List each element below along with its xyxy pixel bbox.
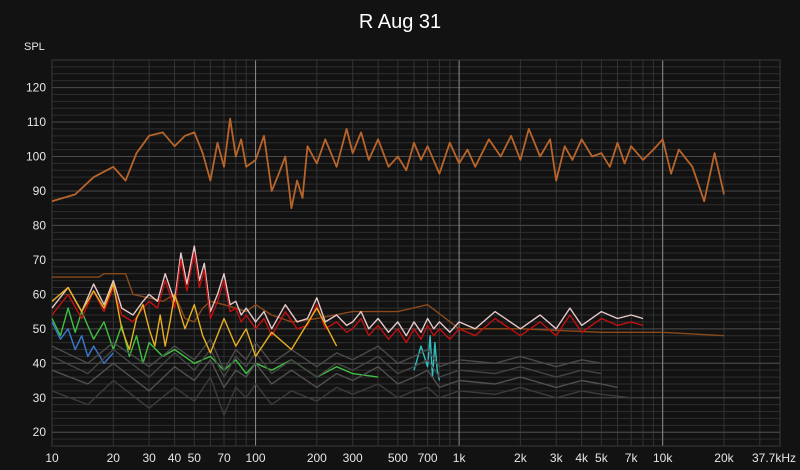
y-tick-label: 100 <box>26 150 46 164</box>
x-tick-label: 7k <box>625 451 639 465</box>
y-axis-label: SPL <box>24 41 45 53</box>
x-tick-label: 70 <box>217 451 231 465</box>
x-tick-label: 100 <box>246 451 266 465</box>
y-tick-label: 20 <box>33 425 47 439</box>
x-tick-label: 10 <box>45 451 59 465</box>
x-tick-label: 20 <box>107 451 121 465</box>
series-line-3 <box>51 252 644 344</box>
x-tick-label: 2k <box>514 451 528 465</box>
x-tick-label: 200 <box>307 451 327 465</box>
y-tick-labels: 120 110 100 90 80 70 60 50 40 30 20 <box>26 81 46 440</box>
series-line-4 <box>51 283 338 358</box>
x-tick-label: 300 <box>343 451 363 465</box>
y-tick-label: 90 <box>33 184 47 198</box>
y-tick-label: 70 <box>33 253 47 267</box>
x-tick-label: 10k <box>653 451 673 465</box>
plot-frame <box>51 59 781 447</box>
x-tick-label: 30 <box>142 451 156 465</box>
x-tick-label: 500 <box>388 451 408 465</box>
series-line-8 <box>51 359 618 392</box>
x-tick-label: 40 <box>168 451 182 465</box>
chart-title: R Aug 31 <box>359 11 441 33</box>
x-tick-label: 5k <box>595 451 609 465</box>
series-line-9 <box>51 348 602 378</box>
series-line-10 <box>51 376 632 416</box>
y-tick-label: 120 <box>26 81 46 95</box>
y-tick-label: 80 <box>33 218 47 232</box>
series-line-0 <box>51 117 725 210</box>
x-tick-label: 37.7kHz <box>752 451 796 465</box>
y-tick-label: 60 <box>33 287 47 301</box>
major-gridlines <box>51 59 781 447</box>
series-layer <box>51 117 725 416</box>
x-tick-label: 4k <box>575 451 589 465</box>
y-tick-label: 30 <box>33 391 47 405</box>
x-tick-labels: 10 20 30 40 50 70 100 200 300 500 700 1k 2k 3k 4k 5k 7k 1… <box>45 451 796 465</box>
x-tick-label: 700 <box>418 451 438 465</box>
series-line-11 <box>51 338 602 371</box>
x-tick-label: 1k <box>453 451 467 465</box>
x-tick-label: 20k <box>714 451 734 465</box>
y-tick-label: 110 <box>27 115 46 129</box>
series-line-6 <box>413 335 441 381</box>
x-tick-label: 3k <box>550 451 564 465</box>
series-line-2 <box>51 245 644 337</box>
x-tick-label: 50 <box>188 451 202 465</box>
y-tick-label: 50 <box>33 322 47 336</box>
y-tick-label: 40 <box>33 356 47 370</box>
series-line-7 <box>51 321 114 364</box>
